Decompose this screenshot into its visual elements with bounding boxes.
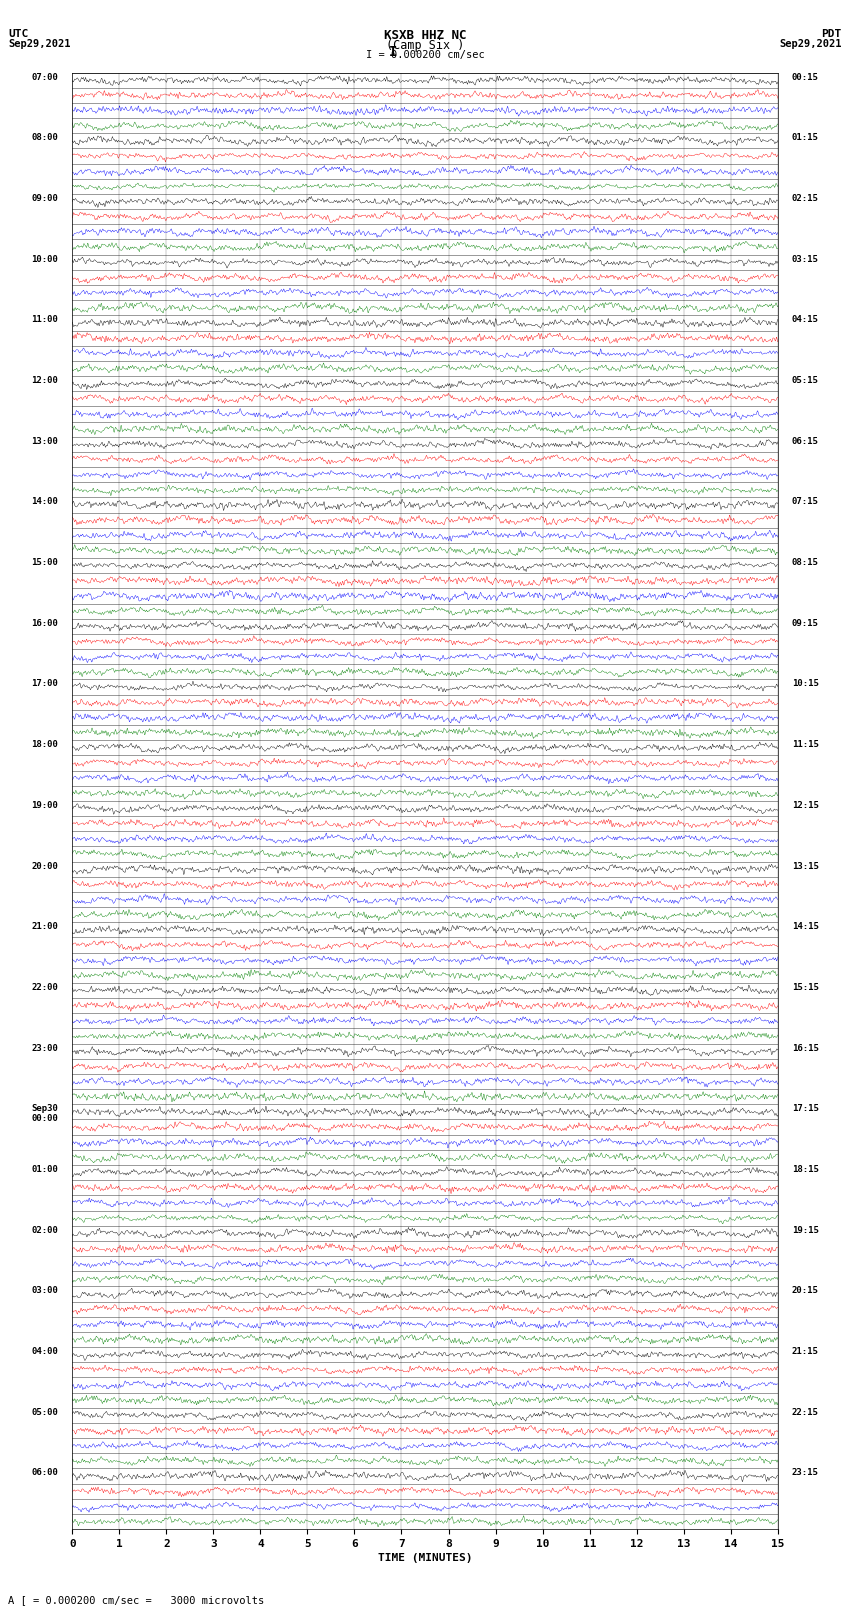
Text: 06:00: 06:00	[31, 1468, 58, 1478]
Text: 10:00: 10:00	[31, 255, 58, 263]
Text: 18:00: 18:00	[31, 740, 58, 748]
Text: 11:00: 11:00	[31, 316, 58, 324]
Text: 12:15: 12:15	[792, 802, 819, 810]
Text: 11:15: 11:15	[792, 740, 819, 748]
Text: 14:00: 14:00	[31, 497, 58, 506]
Text: 06:15: 06:15	[792, 437, 819, 445]
Text: 22:00: 22:00	[31, 982, 58, 992]
Text: 20:00: 20:00	[31, 861, 58, 871]
Text: A [ = 0.000200 cm/sec =   3000 microvolts: A [ = 0.000200 cm/sec = 3000 microvolts	[8, 1595, 264, 1605]
Text: 04:15: 04:15	[792, 316, 819, 324]
Text: 09:15: 09:15	[792, 619, 819, 627]
Text: 13:15: 13:15	[792, 861, 819, 871]
Text: I: I	[388, 45, 397, 60]
Text: 02:00: 02:00	[31, 1226, 58, 1234]
Text: 20:15: 20:15	[792, 1287, 819, 1295]
Text: 08:15: 08:15	[792, 558, 819, 568]
Text: 21:15: 21:15	[792, 1347, 819, 1357]
Text: 08:00: 08:00	[31, 134, 58, 142]
Text: Sep29,2021: Sep29,2021	[8, 39, 71, 48]
Text: 10:15: 10:15	[792, 679, 819, 689]
Text: 17:00: 17:00	[31, 679, 58, 689]
Text: UTC: UTC	[8, 29, 29, 39]
Text: 12:00: 12:00	[31, 376, 58, 386]
Text: 16:00: 16:00	[31, 619, 58, 627]
Text: KSXB HHZ NC: KSXB HHZ NC	[383, 29, 467, 42]
Text: 07:00: 07:00	[31, 73, 58, 82]
Text: Sep29,2021: Sep29,2021	[779, 39, 842, 48]
Text: 23:00: 23:00	[31, 1044, 58, 1053]
Text: 01:15: 01:15	[792, 134, 819, 142]
Text: 15:00: 15:00	[31, 558, 58, 568]
Text: 07:15: 07:15	[792, 497, 819, 506]
Text: 21:00: 21:00	[31, 923, 58, 931]
Text: 00:15: 00:15	[792, 73, 819, 82]
Text: 02:15: 02:15	[792, 194, 819, 203]
Text: 19:15: 19:15	[792, 1226, 819, 1234]
Text: 13:00: 13:00	[31, 437, 58, 445]
Text: 03:00: 03:00	[31, 1287, 58, 1295]
Text: 05:00: 05:00	[31, 1408, 58, 1416]
Text: Sep30
00:00: Sep30 00:00	[31, 1105, 58, 1123]
Text: 04:00: 04:00	[31, 1347, 58, 1357]
X-axis label: TIME (MINUTES): TIME (MINUTES)	[377, 1553, 473, 1563]
Text: 19:00: 19:00	[31, 802, 58, 810]
Text: 03:15: 03:15	[792, 255, 819, 263]
Text: 22:15: 22:15	[792, 1408, 819, 1416]
Text: 05:15: 05:15	[792, 376, 819, 386]
Text: 23:15: 23:15	[792, 1468, 819, 1478]
Text: 16:15: 16:15	[792, 1044, 819, 1053]
Text: 18:15: 18:15	[792, 1165, 819, 1174]
Text: 15:15: 15:15	[792, 982, 819, 992]
Text: 17:15: 17:15	[792, 1105, 819, 1113]
Text: 09:00: 09:00	[31, 194, 58, 203]
Text: I = 0.000200 cm/sec: I = 0.000200 cm/sec	[366, 50, 484, 60]
Text: 01:00: 01:00	[31, 1165, 58, 1174]
Text: (Camp Six ): (Camp Six )	[386, 39, 464, 52]
Text: PDT: PDT	[821, 29, 842, 39]
Text: 14:15: 14:15	[792, 923, 819, 931]
